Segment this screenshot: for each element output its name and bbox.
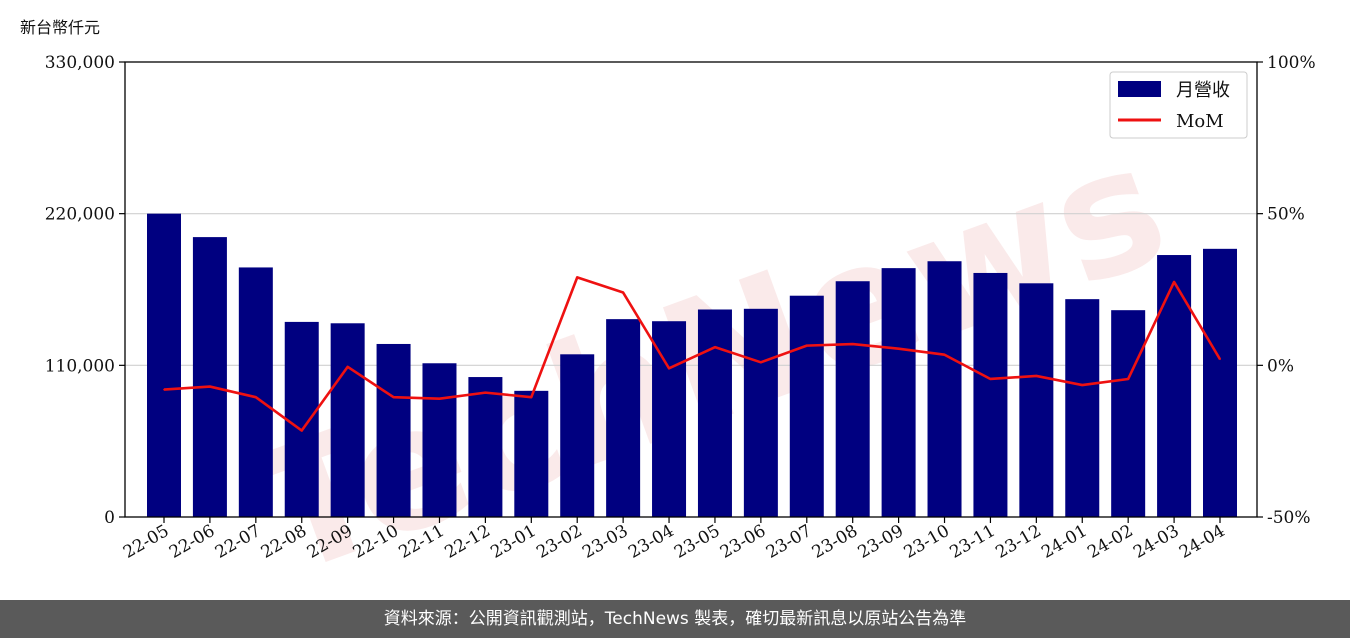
bar-24-01 (1065, 299, 1100, 517)
x-tick-label: 24-04 (1176, 521, 1228, 563)
mom-point-23-05 (714, 346, 716, 348)
x-tick-label: 24-02 (1084, 521, 1136, 563)
line-series (163, 276, 1222, 432)
plot-frame (124, 61, 1258, 518)
legend-label-mom: MoM (1176, 111, 1224, 132)
bar-22-06 (192, 237, 227, 517)
left-axis: 0 110,000 220,000 330,000 (45, 53, 125, 528)
legend: 月營收 MoM (1109, 71, 1248, 139)
left-tick-label: 0 (104, 508, 115, 528)
bar-22-07 (238, 267, 273, 517)
bar-23-02 (560, 354, 595, 517)
mom-point-22-07 (255, 396, 257, 398)
mom-point-22-12 (484, 391, 487, 394)
x-tick-label: 23-02 (533, 521, 585, 563)
legend-swatch-bar (1118, 81, 1161, 97)
bar-22-05 (147, 213, 181, 517)
bar-22-08 (284, 321, 319, 517)
bar-22-10 (376, 343, 411, 517)
mom-line (163, 276, 1222, 432)
left-axis-unit-label: 新台幣仟元 (20, 18, 100, 37)
bar-23-03 (606, 319, 641, 517)
mom-point-24-03 (1173, 281, 1175, 283)
bar-24-03 (1157, 255, 1192, 517)
x-tick-label: 23-04 (625, 521, 677, 563)
bar-23-01 (514, 390, 549, 517)
x-tick-label: 23-07 (763, 521, 815, 563)
mom-point-22-08 (300, 429, 303, 432)
mom-point-23-10 (943, 353, 946, 356)
bar-series (147, 213, 1237, 518)
mom-point-23-12 (1035, 375, 1038, 377)
mom-point-23-07 (805, 344, 808, 347)
right-tick-label: -50% (1267, 508, 1311, 528)
x-tick-label: 23-12 (992, 521, 1044, 563)
mom-point-23-11 (989, 378, 992, 380)
bar-23-12 (1019, 283, 1054, 517)
x-tick-label: 23-11 (946, 521, 998, 563)
bar-23-09 (881, 268, 916, 517)
x-tick-label: 24-03 (1130, 521, 1182, 563)
bar-23-04 (652, 321, 687, 517)
mom-point-23-06 (760, 361, 762, 364)
right-axis: -50% 0% 50% 100% (1257, 53, 1316, 528)
mom-point-23-01 (530, 396, 533, 398)
bar-23-08 (835, 281, 870, 517)
right-tick-label: 100% (1267, 53, 1316, 73)
right-tick-label: 0% (1267, 356, 1294, 376)
bar-24-04 (1203, 248, 1237, 518)
x-tick-label: 23-06 (717, 521, 769, 563)
mom-point-23-02 (576, 276, 579, 279)
bar-24-02 (1111, 310, 1146, 517)
bar-22-12 (468, 377, 503, 517)
x-tick-label: 22-05 (120, 521, 172, 563)
right-tick-label: 50% (1267, 205, 1305, 225)
mom-point-24-04 (1219, 358, 1221, 361)
mom-point-24-01 (1081, 384, 1084, 386)
bar-23-11 (973, 272, 1008, 517)
x-tick-label: 23-09 (855, 521, 907, 563)
left-tick-label: 220,000 (45, 205, 115, 225)
bar-23-05 (697, 309, 732, 517)
mom-point-22-10 (392, 396, 395, 398)
mom-point-22-05 (163, 388, 165, 391)
mom-point-23-03 (622, 291, 624, 294)
x-tick-label: 23-08 (809, 521, 861, 563)
x-tick-label: 24-01 (1038, 521, 1090, 563)
mom-point-24-02 (1127, 378, 1129, 380)
mom-point-22-09 (346, 366, 349, 368)
x-tick-label: 23-10 (901, 521, 953, 563)
mom-point-23-09 (897, 347, 900, 350)
mom-point-23-04 (668, 367, 670, 370)
left-tick-label: 330,000 (45, 53, 115, 73)
left-tick-label: 110,000 (45, 356, 115, 376)
x-tick-label: 23-05 (671, 521, 723, 563)
bar-23-10 (927, 261, 962, 517)
source-footer: 資料來源：公開資訊觀測站，TechNews 製表，確切最新訊息以原站公告為準 (0, 600, 1350, 638)
bar-23-07 (789, 295, 824, 517)
bar-23-06 (743, 308, 778, 517)
x-tick-label: 23-03 (579, 521, 631, 563)
mom-point-22-06 (209, 385, 211, 388)
x-tick-label: 22-06 (166, 521, 218, 563)
bar-22-11 (422, 363, 457, 517)
bar-22-09 (330, 323, 365, 517)
x-tick-label: 22-07 (212, 521, 264, 563)
mom-point-22-11 (438, 397, 441, 400)
mom-point-23-08 (851, 343, 854, 345)
legend-label-revenue: 月營收 (1176, 80, 1230, 101)
